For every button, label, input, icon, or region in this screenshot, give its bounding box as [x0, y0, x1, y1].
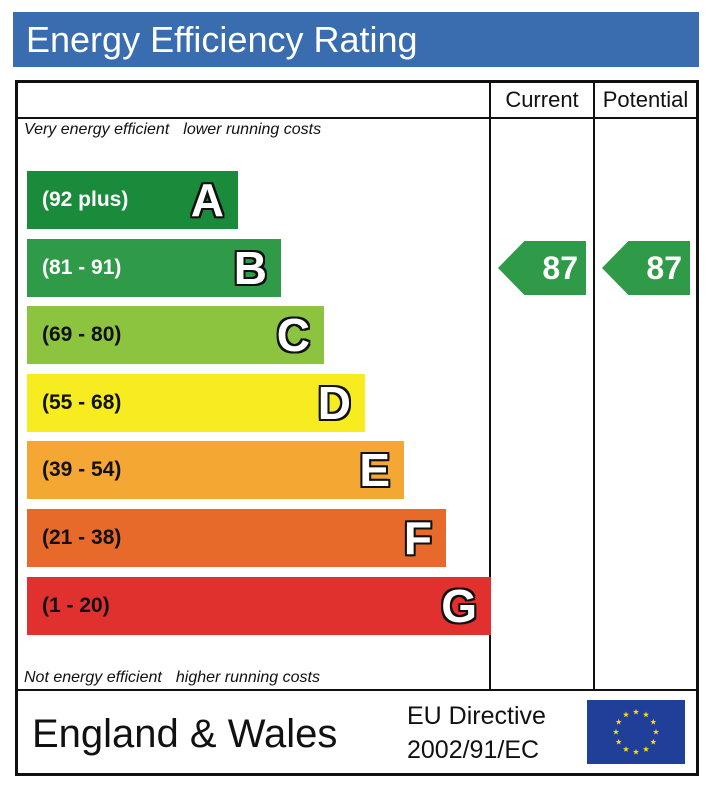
bottom-note: Not energy efficient higher running costs	[24, 669, 320, 687]
eu-star-icon	[615, 738, 622, 745]
page-title: Energy Efficiency Rating	[26, 19, 418, 60]
potential-column-divider	[593, 83, 595, 689]
potential-column-header: Potential	[602, 87, 689, 112]
band-d: (55 - 68) D	[27, 374, 365, 432]
band-b: (81 - 91) B	[27, 239, 281, 297]
directive-line-2: 2002/91/EC	[407, 736, 540, 764]
potential-rating-value: 87	[646, 250, 682, 286]
footer-divider	[18, 689, 696, 691]
higher-costs-label: higher running costs	[175, 669, 320, 686]
title-bar: Energy Efficiency Rating	[13, 12, 699, 67]
eu-star-icon	[622, 746, 630, 752]
band-range: (92 plus)	[42, 188, 129, 211]
band-letter: B	[233, 242, 267, 294]
band-a: (92 plus) A	[27, 171, 238, 229]
eu-stars	[612, 708, 660, 755]
band-letter: C	[276, 309, 310, 361]
eu-star-icon	[632, 748, 640, 755]
eu-star-icon	[652, 728, 660, 735]
band-range: (69 - 80)	[42, 323, 122, 346]
current-column-header: Current	[505, 87, 579, 112]
region-label: England & Wales	[32, 712, 338, 756]
band-letter: A	[190, 174, 224, 226]
current-rating-value: 87	[542, 250, 578, 286]
top-note: Very energy efficient lower running costs	[24, 121, 321, 139]
current-rating-arrow: 87	[498, 241, 586, 295]
band-letter: F	[403, 512, 432, 564]
current-column-divider	[489, 83, 491, 689]
eu-flag-icon	[587, 700, 685, 764]
not-efficient-label: Not energy efficient	[24, 669, 162, 686]
very-efficient-label: Very energy efficient	[24, 121, 170, 138]
eu-star-icon	[642, 746, 650, 752]
eu-star-icon	[612, 728, 620, 735]
lower-costs-label: lower running costs	[183, 121, 322, 138]
band-letter: E	[359, 444, 390, 496]
eu-star-icon	[642, 711, 650, 718]
band-g: (1 - 20) G	[27, 577, 491, 635]
eu-star-icon	[632, 708, 640, 715]
band-range: (1 - 20)	[42, 594, 110, 617]
band-letter: G	[441, 580, 477, 632]
band-e: (39 - 54) E	[27, 441, 404, 499]
eu-star-icon	[650, 738, 657, 745]
band-letter: D	[317, 377, 351, 429]
band-range: (55 - 68)	[42, 391, 122, 414]
potential-rating-arrow: 87	[602, 241, 690, 295]
eu-star-icon	[622, 711, 630, 718]
band-f: (21 - 38) F	[27, 509, 446, 567]
band-range: (81 - 91)	[42, 256, 122, 279]
rating-chart-frame: Current Potential Very energy efficient l…	[15, 80, 699, 776]
eu-star-icon	[615, 718, 622, 725]
band-c: (69 - 80) C	[27, 306, 324, 364]
directive-line-1: EU Directive	[407, 702, 546, 730]
header-divider	[18, 117, 696, 119]
band-range: (39 - 54)	[42, 458, 122, 481]
eu-star-icon	[650, 718, 657, 725]
band-range: (21 - 38)	[42, 526, 122, 549]
